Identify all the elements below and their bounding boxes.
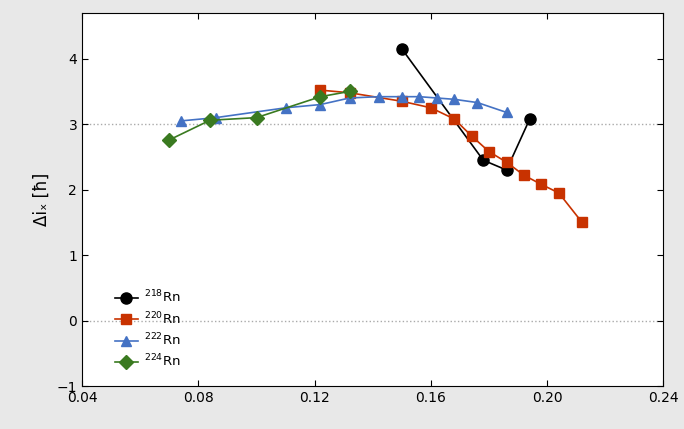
$^{222}$Rn: [211, 115, 220, 120]
$^{218}$Rn: [525, 116, 534, 121]
$^{220}$Rn: [520, 173, 528, 178]
$^{220}$Rn: [398, 99, 406, 104]
Legend: $^{218}$Rn, $^{220}$Rn, $^{222}$Rn, $^{224}$Rn: $^{218}$Rn, $^{220}$Rn, $^{222}$Rn, $^{2…: [112, 287, 183, 372]
Y-axis label: Δiₓ [ħ]: Δiₓ [ħ]: [33, 173, 51, 226]
$^{220}$Rn: [485, 149, 493, 154]
$^{220}$Rn: [316, 88, 324, 93]
$^{218}$Rn: [479, 157, 487, 163]
$^{222}$Rn: [282, 105, 290, 110]
$^{220}$Rn: [468, 133, 476, 139]
$^{224}$Rn: [316, 94, 324, 99]
$^{222}$Rn: [176, 118, 185, 124]
$^{222}$Rn: [415, 94, 423, 99]
Line: $^{218}$Rn: $^{218}$Rn: [396, 43, 536, 175]
$^{222}$Rn: [473, 100, 482, 105]
$^{222}$Rn: [375, 94, 383, 99]
Line: $^{222}$Rn: $^{222}$Rn: [176, 92, 512, 126]
$^{220}$Rn: [450, 116, 458, 121]
$^{220}$Rn: [502, 160, 510, 165]
$^{222}$Rn: [450, 97, 458, 102]
$^{222}$Rn: [345, 95, 354, 100]
$^{220}$Rn: [427, 105, 435, 110]
$^{220}$Rn: [578, 220, 586, 225]
$^{218}$Rn: [502, 167, 510, 172]
$^{224}$Rn: [345, 89, 354, 94]
$^{222}$Rn: [433, 95, 441, 100]
$^{224}$Rn: [206, 118, 214, 123]
$^{218}$Rn: [398, 46, 406, 51]
$^{220}$Rn: [345, 90, 354, 95]
$^{224}$Rn: [252, 115, 261, 120]
Line: $^{220}$Rn: $^{220}$Rn: [315, 85, 587, 227]
$^{222}$Rn: [316, 102, 324, 107]
Line: $^{224}$Rn: $^{224}$Rn: [164, 87, 354, 145]
$^{220}$Rn: [537, 182, 545, 187]
$^{222}$Rn: [502, 110, 510, 115]
$^{224}$Rn: [166, 137, 174, 142]
$^{220}$Rn: [555, 190, 563, 196]
$^{222}$Rn: [398, 94, 406, 99]
